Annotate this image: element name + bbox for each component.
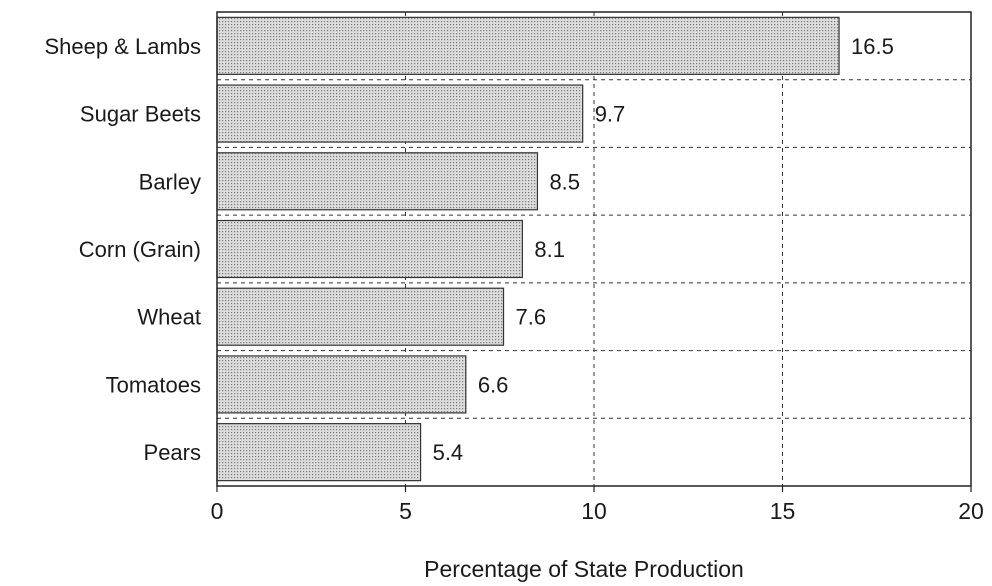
x-tick-label-3: 15 (770, 498, 796, 524)
value-label-2: 8.5 (549, 169, 580, 194)
x-axis-ticks: 0 5 10 15 20 (211, 486, 984, 524)
bars (216, 16, 840, 482)
category-label-4: Wheat (137, 305, 201, 330)
category-label-1: Sugar Beets (80, 102, 201, 127)
value-label-3: 8.1 (534, 237, 565, 262)
x-tick-label-2: 10 (581, 498, 607, 524)
category-label-0: Sheep & Lambs (44, 34, 201, 59)
x-axis-title: Percentage of State Production (424, 556, 744, 582)
x-tick-label-4: 20 (958, 498, 984, 524)
category-label-5: Tomatoes (106, 372, 201, 397)
bar-4 (216, 287, 505, 346)
value-label-6: 5.4 (433, 440, 464, 465)
category-labels: Sheep & Lambs Sugar Beets Barley Corn (Grai… (44, 34, 201, 465)
x-tick-label-0: 0 (211, 498, 224, 524)
value-label-4: 7.6 (516, 305, 547, 330)
plot-frame (216, 11, 972, 487)
value-label-1: 9.7 (595, 102, 626, 127)
category-label-2: Barley (139, 169, 201, 194)
category-label-6: Pears (144, 440, 201, 465)
bar-6 (216, 423, 422, 482)
bar-5 (216, 355, 467, 414)
value-labels: 16.5 9.7 8.5 8.1 7.6 6.6 5.4 (433, 34, 894, 465)
bar-0 (216, 16, 840, 75)
bar-1 (216, 84, 584, 143)
bar-3 (216, 219, 523, 279)
category-label-3: Corn (Grain) (79, 237, 201, 262)
bar-2 (216, 152, 539, 211)
value-label-5: 6.6 (478, 372, 509, 397)
value-label-0: 16.5 (851, 34, 894, 59)
x-tick-label-1: 5 (399, 498, 412, 524)
